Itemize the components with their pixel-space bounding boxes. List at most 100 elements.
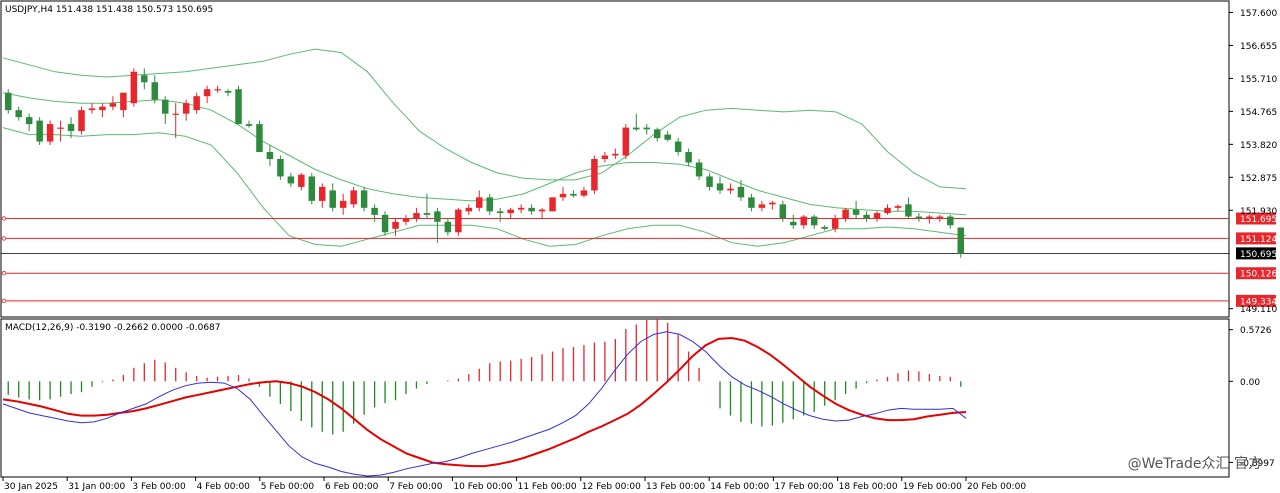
candle-body bbox=[4, 92, 12, 111]
candle-body bbox=[193, 96, 200, 111]
level-marker bbox=[1, 271, 7, 276]
price-axis: 157.600 156.655 155.710 154.765 153.820 152.8… bbox=[1229, 9, 1277, 315]
candle-body bbox=[633, 127, 640, 130]
price-tick-label: 153.820 bbox=[1240, 141, 1277, 151]
candle-body bbox=[360, 190, 368, 208]
candle-body bbox=[915, 216, 923, 219]
candle-body bbox=[434, 211, 441, 222]
price-tick-label: 155.710 bbox=[1240, 75, 1277, 85]
time-tick-label: 3 Feb 00:00 bbox=[132, 482, 186, 492]
candle-body bbox=[15, 110, 22, 118]
candle-body bbox=[790, 221, 797, 226]
candle-body bbox=[203, 89, 211, 97]
candle-body bbox=[957, 227, 965, 254]
candle-body bbox=[339, 200, 347, 208]
macd-signal-line bbox=[2, 336, 967, 468]
candle-body bbox=[507, 209, 514, 214]
candle-body bbox=[695, 162, 703, 177]
candle-body bbox=[769, 202, 776, 205]
price-tick-label: 154.765 bbox=[1240, 108, 1277, 118]
candle-body bbox=[277, 159, 284, 177]
time-tick-label: 6 Feb 00:00 bbox=[325, 482, 379, 492]
candle-body bbox=[486, 197, 493, 212]
candle-body bbox=[926, 216, 933, 219]
candle-body bbox=[455, 209, 462, 233]
candle-body bbox=[612, 153, 619, 156]
macd-tick-label: 0.5726 bbox=[1240, 326, 1272, 336]
candle-body bbox=[737, 186, 745, 198]
candle-body bbox=[182, 103, 190, 114]
macd-tick-label: 0.00 bbox=[1240, 378, 1260, 388]
candle-body bbox=[476, 197, 483, 208]
candle-body bbox=[88, 108, 96, 111]
candle-body bbox=[392, 221, 399, 229]
candle-body bbox=[308, 176, 316, 201]
candle-body bbox=[36, 120, 43, 142]
time-tick-label: 12 Feb 00:00 bbox=[582, 482, 641, 492]
candle-body bbox=[141, 75, 148, 83]
candle-body bbox=[748, 197, 755, 208]
candle-body bbox=[109, 103, 117, 107]
candle-body bbox=[873, 213, 881, 219]
candle-body bbox=[67, 124, 75, 132]
time-tick-label: 7 Feb 00:00 bbox=[389, 482, 443, 492]
candle-body bbox=[151, 82, 159, 100]
time-tick-label: 4 Feb 00:00 bbox=[197, 482, 251, 492]
price-tick-label: 149.110 bbox=[1240, 305, 1277, 315]
candle-body bbox=[298, 174, 305, 187]
price-tick-label: 152.875 bbox=[1240, 174, 1277, 184]
level-label: 149.334 bbox=[1240, 297, 1277, 307]
candle-body bbox=[371, 207, 378, 215]
candle-body bbox=[664, 134, 671, 140]
candle-body bbox=[287, 176, 295, 184]
candle-body bbox=[465, 207, 473, 212]
candle-body bbox=[580, 190, 588, 196]
candle-body bbox=[653, 129, 661, 139]
candle-body bbox=[601, 155, 609, 159]
candle-body bbox=[528, 207, 535, 212]
macd-indicator bbox=[2, 319, 967, 477]
candle-body bbox=[78, 110, 85, 132]
candle-body bbox=[402, 218, 410, 222]
level-label: 151.124 bbox=[1240, 235, 1277, 245]
time-tick-label: 10 Feb 00:00 bbox=[453, 482, 512, 492]
level-tag bbox=[1236, 212, 1276, 225]
candle-body bbox=[496, 211, 504, 214]
candle-body bbox=[810, 216, 818, 226]
candle-body bbox=[235, 89, 242, 125]
candle-body bbox=[517, 207, 525, 210]
candle-body bbox=[674, 141, 682, 153]
level-tag bbox=[1236, 267, 1276, 280]
candle-body bbox=[831, 218, 839, 229]
time-tick-label: 18 Feb 00:00 bbox=[839, 482, 898, 492]
level-marker bbox=[1, 216, 7, 221]
candle-body bbox=[161, 99, 169, 114]
candle-body bbox=[172, 113, 179, 115]
candle-body bbox=[329, 190, 336, 208]
level-tag bbox=[1236, 232, 1276, 245]
candle-body bbox=[842, 209, 849, 219]
candle-body bbox=[727, 188, 734, 191]
candles bbox=[4, 68, 965, 258]
candle-body bbox=[444, 221, 452, 233]
current-price-tag bbox=[1236, 247, 1276, 260]
candle-body bbox=[936, 216, 944, 219]
candle-body bbox=[120, 92, 127, 111]
time-tick-label: 11 Feb 00:00 bbox=[518, 482, 577, 492]
level-label: 150.126 bbox=[1240, 270, 1277, 280]
candle-body bbox=[413, 213, 420, 219]
candle-body bbox=[130, 71, 138, 104]
candle-body bbox=[863, 214, 870, 219]
price-tick-label: 156.655 bbox=[1240, 42, 1277, 52]
level-label: 151.695 bbox=[1240, 215, 1277, 225]
candle-body bbox=[643, 127, 650, 130]
horizontal-levels: 151.695 151.124 150.126 149.334 150.695 bbox=[1, 212, 1277, 307]
candle-body bbox=[381, 214, 389, 233]
candle-body bbox=[758, 204, 766, 208]
candle-body bbox=[779, 204, 787, 219]
candle-body bbox=[591, 159, 598, 191]
time-tick-label: 19 Feb 00:00 bbox=[903, 482, 962, 492]
candle-body bbox=[685, 152, 692, 163]
candle-body bbox=[905, 204, 912, 217]
